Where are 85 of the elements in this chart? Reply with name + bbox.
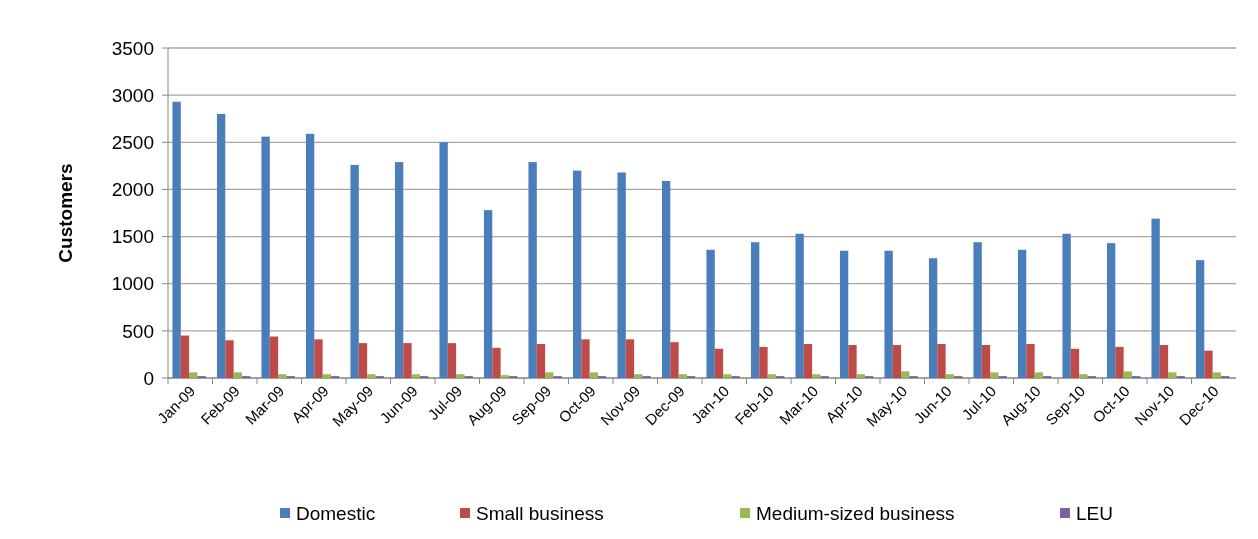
bar <box>892 345 902 378</box>
bar <box>928 258 938 378</box>
bar <box>225 340 234 378</box>
bar <box>536 344 546 378</box>
bar <box>189 372 198 378</box>
bar <box>350 164 359 378</box>
bar <box>848 345 857 378</box>
bar <box>403 343 412 378</box>
bar <box>981 345 991 378</box>
bar <box>1062 233 1071 378</box>
y-tick-label: 2000 <box>111 179 154 201</box>
bar <box>447 343 457 378</box>
bar <box>261 136 270 378</box>
bar <box>661 180 671 378</box>
bar <box>973 242 982 378</box>
y-axis-title: Customers <box>55 163 76 263</box>
bar <box>1034 372 1043 378</box>
y-tick-label: 1500 <box>111 226 154 248</box>
bar <box>233 372 242 378</box>
bar <box>901 371 910 378</box>
bar <box>269 336 279 378</box>
legend-label: LEU <box>1076 502 1113 524</box>
bar <box>767 374 776 378</box>
y-tick-label: 1000 <box>111 273 154 295</box>
bar <box>1195 260 1205 378</box>
bar <box>1079 374 1088 378</box>
y-tick-label: 3500 <box>111 37 154 59</box>
bar <box>670 342 679 378</box>
bar <box>322 374 331 378</box>
bar <box>723 374 732 378</box>
bar <box>1106 243 1116 378</box>
bar <box>394 162 404 378</box>
bar <box>172 101 181 378</box>
bar <box>1212 372 1221 378</box>
bar <box>314 339 323 378</box>
bar <box>759 346 768 378</box>
y-tick-label: 500 <box>122 320 154 342</box>
bar <box>1070 348 1080 378</box>
legend-label: Small business <box>476 502 604 524</box>
bar <box>500 375 509 378</box>
bar <box>1115 346 1124 378</box>
y-tick-label: 3000 <box>111 84 154 106</box>
bar <box>839 250 849 378</box>
bar <box>803 344 813 378</box>
bar <box>216 114 226 378</box>
bar <box>795 233 804 378</box>
bar <box>492 347 501 378</box>
bar <box>1168 372 1177 378</box>
bar <box>884 250 893 378</box>
bar <box>937 344 946 378</box>
bar <box>278 374 287 378</box>
bar <box>625 339 635 378</box>
bar <box>1204 350 1213 378</box>
bar <box>1026 344 1035 378</box>
bar <box>483 210 493 378</box>
bar <box>617 172 626 378</box>
bar <box>305 133 315 378</box>
bar <box>456 374 465 378</box>
bar <box>714 348 724 378</box>
bar <box>589 372 598 378</box>
bar <box>180 335 190 378</box>
legend-label: Domestic <box>296 502 376 524</box>
bar <box>439 142 448 378</box>
bar <box>367 374 376 378</box>
bar <box>1017 249 1027 378</box>
bar <box>1123 371 1132 378</box>
bar <box>581 339 590 378</box>
bar <box>945 374 954 378</box>
bar <box>1159 345 1169 378</box>
legend-label: Medium-sized business <box>756 502 955 524</box>
bar <box>678 374 687 378</box>
y-tick-label: 2500 <box>111 131 154 153</box>
bar <box>572 170 582 378</box>
bar <box>856 374 865 378</box>
bar <box>812 374 821 378</box>
bar <box>706 249 715 378</box>
bar <box>750 242 760 378</box>
bar <box>1151 218 1160 378</box>
bar <box>990 372 999 378</box>
bar <box>528 162 537 378</box>
bar <box>411 374 420 378</box>
bar <box>634 374 643 378</box>
bar <box>358 343 368 378</box>
y-tick-label: 0 <box>143 367 154 389</box>
bar <box>545 372 554 378</box>
